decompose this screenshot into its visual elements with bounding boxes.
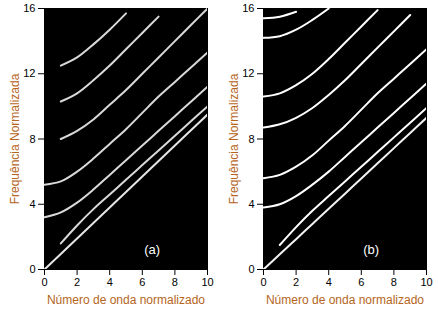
svg-text:Frequência Normalizada: Frequência Normalizada xyxy=(8,73,22,204)
svg-text:2: 2 xyxy=(293,276,299,288)
svg-text:12: 12 xyxy=(23,67,35,79)
svg-text:Número de onda normalizado: Número de onda normalizado xyxy=(47,293,205,307)
svg-text:16: 16 xyxy=(242,2,254,14)
svg-text:4: 4 xyxy=(326,276,332,288)
svg-text:0: 0 xyxy=(260,276,266,288)
svg-text:12: 12 xyxy=(242,67,254,79)
svg-text:Frequência Normalizada: Frequência Normalizada xyxy=(227,73,241,204)
svg-text:6: 6 xyxy=(358,276,364,288)
svg-text:8: 8 xyxy=(172,276,178,288)
svg-text:0: 0 xyxy=(248,263,254,275)
svg-text:0: 0 xyxy=(41,276,47,288)
svg-text:4: 4 xyxy=(107,276,113,288)
svg-text:0: 0 xyxy=(29,263,35,275)
svg-text:10: 10 xyxy=(201,276,213,288)
svg-text:4: 4 xyxy=(29,198,35,210)
svg-text:(a): (a) xyxy=(144,242,160,257)
svg-text:8: 8 xyxy=(29,133,35,145)
svg-text:10: 10 xyxy=(420,276,432,288)
svg-text:6: 6 xyxy=(139,276,145,288)
svg-text:8: 8 xyxy=(391,276,397,288)
svg-text:4: 4 xyxy=(248,198,254,210)
svg-text:8: 8 xyxy=(248,133,254,145)
svg-text:(b): (b) xyxy=(363,242,379,257)
svg-text:2: 2 xyxy=(74,276,80,288)
svg-text:Número de onda normalizado: Número de onda normalizado xyxy=(266,293,424,307)
svg-text:16: 16 xyxy=(23,2,35,14)
